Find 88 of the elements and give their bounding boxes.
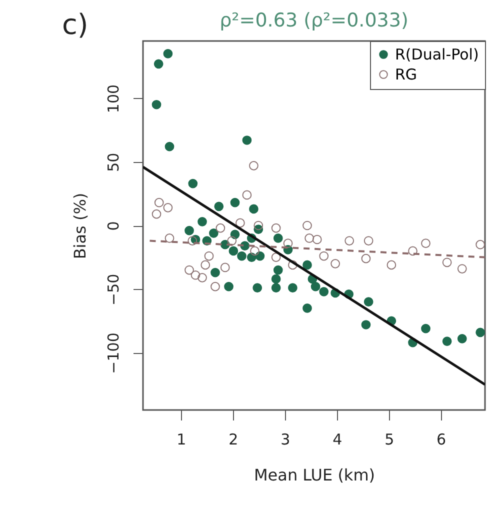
point (271, 252, 281, 262)
point (242, 190, 252, 200)
legend-label: R(Dual-Pol) (395, 46, 479, 64)
chart-title: ρ²=0.63 (ρ²=0.033) (220, 10, 408, 32)
point (210, 268, 220, 278)
point (164, 234, 174, 243)
point (302, 304, 312, 313)
point (188, 178, 198, 188)
point (214, 202, 224, 212)
point (163, 49, 173, 58)
point (442, 336, 452, 346)
y-axis-title: Bias (%) (70, 192, 90, 260)
point (344, 236, 354, 246)
point (255, 251, 265, 261)
point (227, 236, 237, 246)
x-tick-label: 2 (228, 430, 238, 448)
point (310, 282, 320, 292)
y-tick-label: 0 (104, 221, 122, 231)
point (312, 234, 322, 244)
x-tick-label: 5 (384, 430, 394, 448)
point (457, 334, 467, 344)
point (237, 251, 246, 261)
point (164, 142, 174, 152)
point (271, 274, 281, 284)
point (302, 220, 312, 230)
legend-label: RG (395, 66, 418, 84)
point (230, 198, 240, 208)
point (249, 204, 258, 214)
point (163, 203, 173, 212)
point (283, 238, 293, 248)
point (271, 223, 281, 233)
point (152, 100, 162, 110)
point (152, 209, 162, 219)
text: c) (62, 8, 88, 41)
point (273, 234, 283, 243)
point (204, 251, 214, 261)
point (408, 246, 418, 256)
point (273, 265, 283, 275)
point (302, 260, 312, 270)
point (361, 254, 371, 264)
point (210, 282, 220, 292)
point (254, 220, 264, 230)
point (476, 328, 486, 338)
point (457, 264, 467, 274)
x-tick-label: 4 (332, 430, 342, 448)
x-tick-label: 1 (176, 430, 186, 448)
point (154, 59, 164, 69)
point (252, 283, 262, 293)
point (442, 258, 452, 268)
point (421, 324, 430, 334)
x-tick-label: 3 (280, 430, 290, 448)
point (224, 282, 234, 292)
point (476, 240, 486, 250)
y-tick-label: 100 (104, 84, 122, 114)
point (188, 236, 198, 246)
point (330, 259, 340, 268)
point (190, 270, 200, 280)
point (271, 283, 281, 293)
point (220, 262, 230, 272)
point (319, 251, 329, 261)
point (228, 246, 238, 256)
point (200, 260, 210, 270)
point (364, 297, 374, 307)
point (304, 234, 314, 243)
x-tick-label: 6 (436, 430, 446, 448)
y-tick-label: −50 (104, 274, 122, 306)
point (242, 136, 252, 145)
x-axis-title: Mean LUE (km) (254, 466, 376, 484)
point (319, 286, 329, 296)
point (198, 272, 207, 282)
point (154, 198, 164, 208)
point (230, 230, 240, 240)
point (209, 228, 218, 238)
point (288, 283, 298, 293)
y-tick-label: −100 (104, 332, 122, 374)
point (216, 223, 226, 233)
point (250, 246, 260, 256)
y-tick-label: 50 (104, 152, 122, 172)
point (198, 217, 207, 226)
point (386, 260, 396, 270)
point (361, 320, 371, 330)
point (249, 161, 258, 170)
point (288, 260, 298, 270)
point (364, 236, 374, 246)
point (184, 265, 194, 275)
point (184, 226, 194, 236)
point (421, 238, 430, 248)
point (236, 218, 245, 228)
